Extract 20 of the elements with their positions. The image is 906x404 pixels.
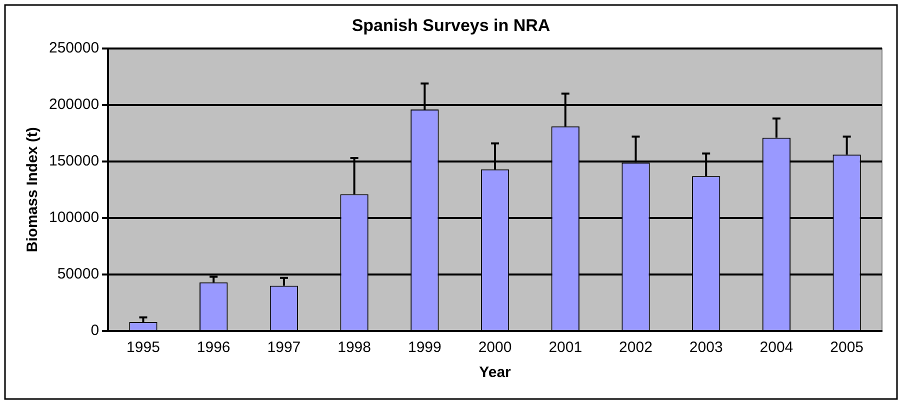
y-tick-label: 250000 (48, 40, 100, 57)
x-axis-title: Year (479, 364, 512, 382)
x-tick-label: 2004 (760, 339, 794, 356)
x-tick-label: 1997 (267, 339, 301, 356)
y-tick-label: 150000 (48, 152, 100, 170)
x-tick-label: 1999 (408, 339, 442, 356)
x-tick-label: 1998 (338, 339, 371, 356)
y-tick-label: 100000 (48, 209, 100, 226)
x-tick-label: 1995 (126, 339, 160, 356)
y-axis-title: Biomass Index (t) (24, 127, 42, 252)
x-tick-label: 2003 (689, 339, 723, 356)
chart-title: Spanish Surveys in NRA (352, 16, 550, 35)
y-tick-label: 0 (90, 322, 100, 340)
x-tick-label: 2002 (619, 339, 652, 356)
x-tick-label: 2000 (478, 339, 512, 356)
y-tick-label: 200000 (48, 96, 100, 114)
x-tick-label: 2001 (548, 339, 582, 356)
y-tick-label: 50000 (57, 266, 100, 283)
x-tick-label: 1996 (196, 339, 230, 356)
x-tick-label: 2005 (830, 339, 864, 356)
